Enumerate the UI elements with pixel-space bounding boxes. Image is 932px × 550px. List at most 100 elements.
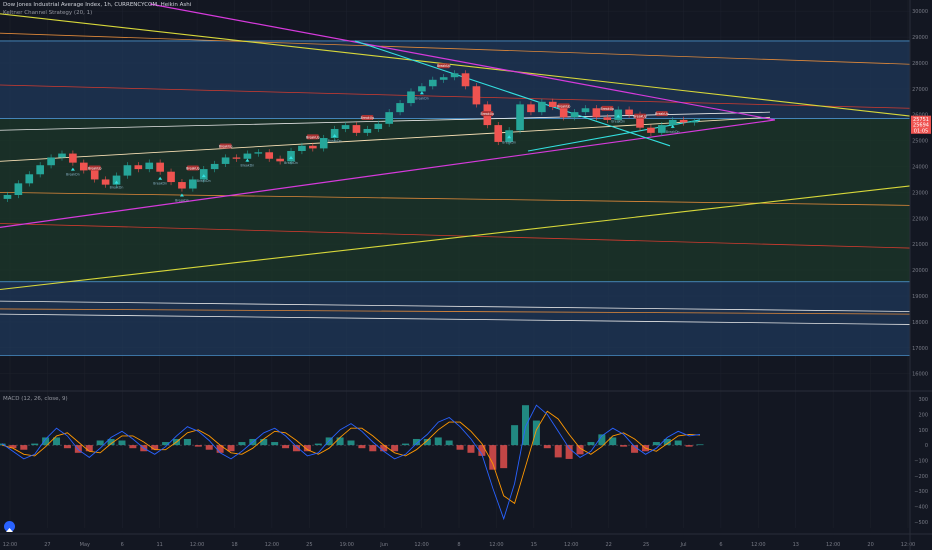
magenta-trendline (149, 3, 776, 121)
breakup-label: BreakUp (219, 144, 233, 148)
candle (221, 157, 230, 164)
white-level (0, 313, 911, 325)
macd-line (1, 404, 701, 521)
breakdn-label: BreakDn (666, 130, 680, 134)
breakdn-arrow (616, 114, 621, 118)
x-tick-label: 25 (643, 542, 649, 548)
candle (428, 79, 437, 87)
x-tick-label: 25 (306, 542, 312, 548)
symbol-title[interactable]: Dow Jones Industrial Average Index, 1h, … (3, 2, 191, 8)
x-tick-label: 12:00 (751, 542, 765, 548)
y-tick-label: 17000 (912, 346, 928, 352)
x-tick-label: 12:00 (414, 542, 428, 548)
macd-legend-text: MACD (12, 26, close, 9) (3, 396, 68, 402)
macd-histogram-bar (554, 445, 562, 458)
macd-histogram-bar (565, 445, 573, 459)
breakdn-label: BreakDn (415, 96, 429, 100)
x-tick-label: Jun (379, 542, 388, 548)
tradingview-logo-icon[interactable] (4, 521, 15, 532)
candle (407, 91, 415, 104)
candle (581, 108, 590, 113)
yellow-trendline (0, 13, 911, 117)
breakup-tag (361, 114, 374, 120)
breakdn-label: BreakDn (153, 182, 167, 186)
macd-histogram-bar (194, 445, 202, 447)
breakdn-arrow (201, 174, 206, 178)
candle (527, 104, 535, 113)
candle (189, 179, 197, 189)
macd-histogram-bar (489, 445, 497, 470)
breakup-label: BreakUp (186, 166, 200, 170)
macd-histogram-bar (42, 437, 50, 446)
macd-histogram-bar (303, 445, 311, 452)
breakup-label: BreakUp (557, 104, 571, 108)
macd-histogram-bar (423, 438, 431, 446)
keltner-zones (0, 40, 910, 356)
trendlines (0, 3, 776, 228)
cyan-trendline (354, 40, 671, 147)
candle (309, 145, 317, 149)
macd-histogram-bar (369, 445, 377, 452)
red-level (0, 84, 911, 109)
macd-histogram-bar (129, 445, 137, 449)
macd-histogram-bar (96, 440, 104, 446)
candle (319, 138, 328, 149)
macd-histogram-bar (260, 438, 268, 446)
macd-histogram-bar (511, 425, 519, 446)
price-badge (911, 115, 931, 123)
breakdn-label: BreakDn (66, 173, 80, 177)
price-badge-label: 25751 (913, 117, 929, 123)
macd-histogram-bar (576, 445, 584, 455)
red-level (0, 223, 911, 249)
x-tick-label: 27 (44, 542, 50, 548)
breakup-tag (634, 113, 647, 119)
candle (461, 73, 470, 87)
candle (178, 182, 186, 189)
macd-histogram-bar (674, 440, 682, 446)
candle (265, 152, 274, 159)
x-tick-label: 12:00 (489, 542, 503, 548)
breakdn-arrow (70, 167, 75, 171)
candle (439, 77, 448, 80)
breakdn-arrow (114, 180, 119, 184)
upper-channel-zone (0, 40, 910, 119)
x-tick-label: Jul (679, 542, 686, 548)
breakdn-label: BreakDn (197, 179, 211, 183)
candle (25, 174, 34, 184)
breakup-tag (88, 165, 101, 171)
macd-y-tick-label: −300 (914, 489, 928, 495)
y-tick-label: 20000 (912, 268, 928, 274)
symbol-title-text: Dow Jones Industrial Average Index, 1h, … (3, 2, 192, 8)
indicator-legend[interactable]: Keltner Channel Strategy (20, 1) (3, 10, 92, 16)
x-tick-label: 8 (457, 542, 460, 548)
breakup-label: BreakUp (437, 64, 451, 68)
candle (647, 127, 655, 133)
x-tick-label: 13 (793, 542, 799, 548)
macd-histogram-bar (63, 445, 71, 449)
macd-y-tick-label: 200 (918, 412, 928, 418)
candle (156, 162, 164, 172)
candle (472, 86, 481, 105)
breakdn-arrow (179, 193, 184, 197)
macd-histogram-bar (500, 445, 508, 469)
macd-legend[interactable]: MACD (12, 26, close, 9) (3, 396, 68, 402)
candle (396, 103, 404, 113)
breakup-label: BreakUp (655, 112, 669, 116)
breakdn-arrow (419, 91, 424, 95)
candle (548, 101, 557, 107)
candle (516, 104, 524, 131)
price-badge-label: 01:05 (914, 128, 928, 134)
signal-labels: BreakUp BreakUp BreakUp BreakUp BreakUp Break… (66, 63, 680, 203)
candle (167, 171, 175, 183)
y-tick-label: 24000 (912, 165, 928, 171)
candle (538, 101, 546, 113)
macd-histogram-bar (456, 445, 464, 450)
candle (352, 125, 361, 133)
macd-histogram-bar (162, 442, 170, 446)
x-tick-label: 19:00 (340, 542, 354, 548)
candle (69, 153, 77, 163)
breakdn-arrow (289, 155, 294, 159)
y-tick-label: 16000 (912, 372, 928, 378)
